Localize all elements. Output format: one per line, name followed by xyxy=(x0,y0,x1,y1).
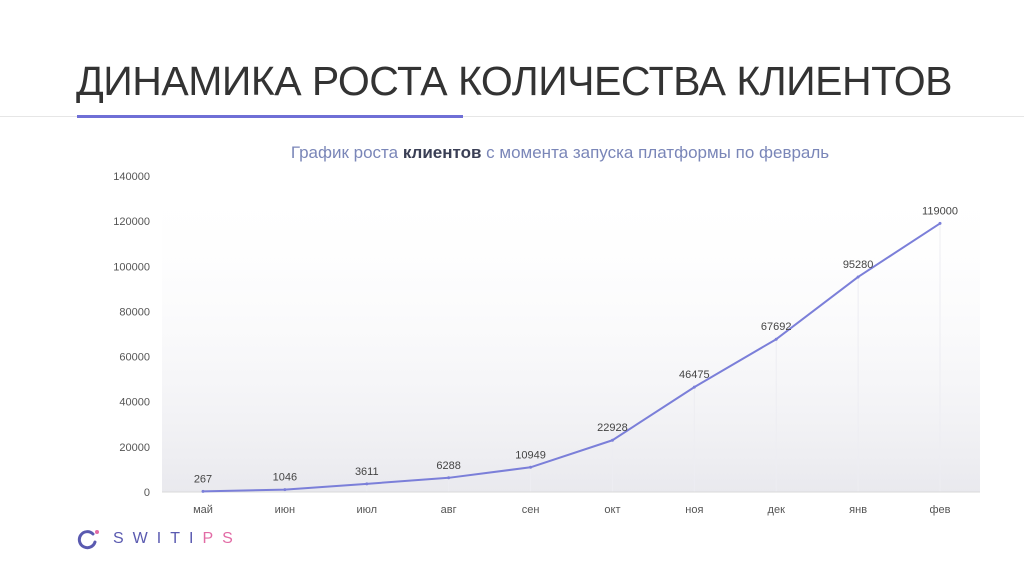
data-label: 95280 xyxy=(843,259,874,271)
logo-text-main: SWITI xyxy=(113,530,203,547)
x-tick-label: дек xyxy=(768,504,786,516)
data-point xyxy=(529,465,533,469)
x-tick-label: янв xyxy=(849,504,867,516)
y-tick-label: 20000 xyxy=(119,442,150,454)
logo-text-accent: PS xyxy=(202,530,242,547)
x-tick-label: окт xyxy=(604,504,620,516)
data-point xyxy=(610,438,614,442)
logo-mark-icon xyxy=(77,530,99,550)
chart-title-bold: клиентов xyxy=(402,143,482,162)
switips-logo: SWITIPS xyxy=(77,528,242,550)
y-tick-label: 120000 xyxy=(113,216,150,228)
logo-text: SWITIPS xyxy=(113,530,242,548)
y-tick-label: 40000 xyxy=(119,397,150,409)
data-point xyxy=(692,385,696,389)
y-tick-label: 80000 xyxy=(119,306,150,318)
x-tick-label: фев xyxy=(929,504,950,516)
x-tick-label: июн xyxy=(275,504,295,516)
y-tick-label: 60000 xyxy=(119,352,150,364)
data-point xyxy=(365,482,369,486)
data-label: 10949 xyxy=(515,449,546,461)
chart-title-before: График роста xyxy=(290,143,403,162)
data-label: 119000 xyxy=(922,205,958,217)
y-tick-label: 100000 xyxy=(113,261,150,273)
chart-title: График роста клиентов с момента запуска … xyxy=(0,143,1024,163)
page-title: ДИНАМИКА РОСТА КОЛИЧЕСТВА КЛИЕНТОВ xyxy=(76,58,953,104)
title-accent-bar xyxy=(77,115,463,118)
data-label: 1046 xyxy=(273,472,297,484)
y-tick-label: 140000 xyxy=(113,171,150,183)
data-point xyxy=(283,488,287,492)
series-line xyxy=(202,222,941,493)
data-point xyxy=(774,337,778,341)
data-label: 6288 xyxy=(436,460,460,472)
plot-background xyxy=(162,176,980,492)
data-label: 267 xyxy=(194,473,212,485)
data-point xyxy=(447,476,451,480)
data-point xyxy=(938,221,942,225)
data-label: 3611 xyxy=(355,466,379,478)
x-tick-label: авг xyxy=(441,504,457,516)
data-label: 22928 xyxy=(597,422,628,434)
data-point xyxy=(856,275,860,279)
data-label: 67692 xyxy=(761,321,792,333)
x-tick-label: май xyxy=(193,504,213,516)
x-tick-label: ноя xyxy=(685,504,703,516)
chart-title-after: с момента запуска платформы по февраль xyxy=(481,143,830,162)
x-tick-label: июл xyxy=(356,504,377,516)
x-tick-label: сен xyxy=(522,504,540,516)
title-divider xyxy=(0,116,1024,117)
data-point xyxy=(201,489,205,493)
y-tick-label: 0 xyxy=(144,487,150,499)
data-label: 46475 xyxy=(679,369,710,381)
